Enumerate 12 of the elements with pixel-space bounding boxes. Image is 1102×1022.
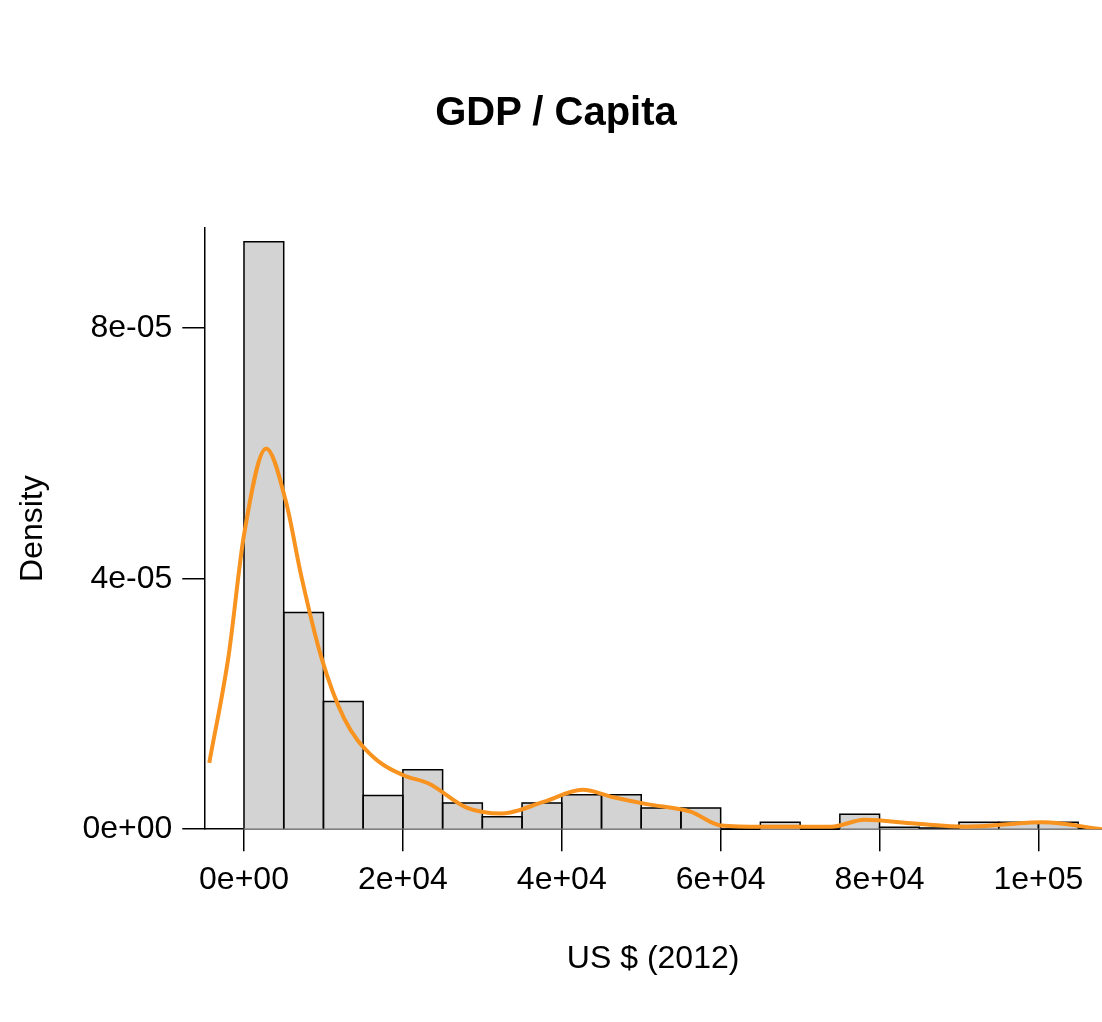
x-axis-title: US $ (2012) xyxy=(566,938,740,975)
y-tick-label: 4e-05 xyxy=(90,558,173,595)
x-tick-label: 6e+04 xyxy=(675,860,766,897)
chart-title: GDP / Capita xyxy=(435,89,678,134)
x-tick-label: 2e+04 xyxy=(357,860,448,897)
y-tick-label: 8e-05 xyxy=(90,308,173,345)
x-tick-label: 0e+00 xyxy=(199,860,289,897)
x-tick-label: 8e+04 xyxy=(834,860,925,897)
y-tick-label: 0e+00 xyxy=(82,809,173,846)
x-tick-label: 1e+05 xyxy=(993,860,1084,897)
y-axis-title: Density xyxy=(13,475,50,582)
x-tick-label: 4e+04 xyxy=(516,860,607,897)
